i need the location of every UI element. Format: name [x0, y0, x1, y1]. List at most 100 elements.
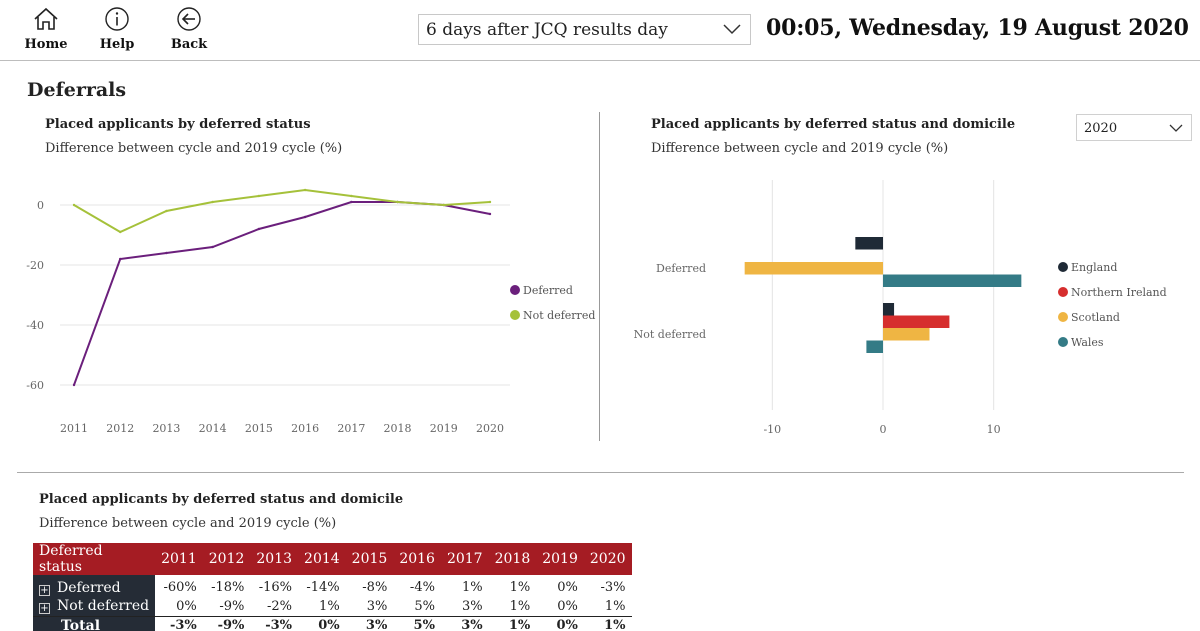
table-cell: 0% [557, 580, 578, 595]
table-cell: -2% [267, 598, 293, 614]
data-point [119, 230, 122, 234]
y-tick-label: 0 [37, 199, 44, 212]
table-cell: -18% [211, 580, 245, 595]
table-row-label: Not deferred [57, 598, 150, 615]
data-point [488, 200, 492, 204]
data-point [442, 203, 445, 207]
table-header-cell[interactable]: Deferred status [33, 543, 156, 575]
back-label: Back [170, 37, 208, 52]
table-cell: 1% [509, 598, 531, 614]
data-point [165, 251, 168, 255]
period-dropdown[interactable]: 6 days after JCQ results day [418, 14, 751, 45]
current-datetime: 00:05, Wednesday, 19 August 2020 [766, 15, 1189, 41]
data-point [350, 200, 353, 204]
table-cell: -3% [250, 615, 299, 631]
table-row-header: + Not deferred [33, 597, 156, 616]
x-tick-label: 2011 [60, 422, 88, 435]
table-cell: -60% [163, 580, 197, 595]
table-cell: 1% [488, 615, 537, 631]
table-cell: 3% [461, 598, 483, 614]
table-header-row: Deferred status 2011 2012 2013 2014 2015… [33, 543, 632, 575]
expand-icon[interactable]: + [39, 584, 50, 596]
year-dropdown[interactable]: 2020 [1076, 114, 1192, 141]
table-header-cell[interactable]: 2014 [298, 543, 346, 575]
bar-scotland [883, 328, 930, 341]
table-header-cell[interactable]: 2013 [250, 543, 299, 575]
bar-england [883, 303, 895, 316]
table-spacer-cell [33, 575, 156, 578]
bar-scotland [744, 262, 883, 275]
table-header-cell[interactable]: 2012 [202, 543, 251, 575]
bar-wales [883, 274, 1022, 287]
line-chart-subtitle: Difference between cycle and 2019 cycle … [45, 141, 343, 156]
table-cell: 1% [509, 580, 531, 595]
table-cell: 3% [440, 615, 489, 631]
legend-marker [1058, 312, 1068, 322]
legend-label: Wales [1071, 336, 1104, 349]
period-dropdown-value: 6 days after JCQ results day [426, 20, 668, 40]
x-tick-label: 2015 [245, 422, 273, 435]
table-row: + Deferred -60% -18% -16% -14% -8% -4% 1%… [33, 578, 632, 597]
table-row-label: Deferred [57, 579, 121, 596]
deferral-table: Deferred status 2011 2012 2013 2014 2015… [33, 543, 632, 631]
data-point [350, 194, 353, 198]
table-cell: 1% [604, 598, 626, 614]
series-line-deferred [73, 201, 491, 386]
table-row-header: Total [33, 615, 156, 631]
table-subtitle: Difference between cycle and 2019 cycle … [39, 516, 337, 531]
year-dropdown-value: 2020 [1084, 121, 1118, 136]
table-header-cell[interactable]: 2018 [488, 543, 537, 575]
data-point [488, 212, 492, 216]
table-row: + Not deferred 0% -9% -2% 1% 3% 5% 3% 1% … [33, 597, 632, 616]
data-point [211, 245, 214, 249]
table-cell: -3% [155, 615, 203, 631]
category-label: Deferred [656, 262, 706, 275]
y-tick-label: -60 [26, 379, 44, 392]
x-tick-label: 2020 [476, 422, 504, 435]
x-tick-label: 2016 [291, 422, 319, 435]
table-header-cell[interactable]: 2017 [440, 543, 489, 575]
x-tick-label: 2019 [430, 422, 458, 435]
table-row-header: + Deferred [33, 578, 156, 597]
table-cell: 3% [366, 598, 388, 614]
data-point [396, 200, 399, 204]
expand-icon[interactable]: + [39, 603, 50, 615]
table-total-label: Total [61, 617, 101, 631]
table-header-cell[interactable]: 2015 [345, 543, 394, 575]
chevron-down-icon [1169, 124, 1183, 132]
back-button[interactable]: Back [159, 6, 219, 52]
data-point [303, 188, 307, 192]
section-title: Deferrals [27, 79, 127, 101]
legend-marker [510, 310, 520, 320]
x-tick-label: 10 [987, 423, 1001, 436]
info-icon [105, 7, 129, 31]
legend-label: Not deferred [523, 309, 595, 322]
table-cell: -9% [202, 615, 251, 631]
category-label: Not deferred [634, 328, 706, 341]
bar-wales [866, 340, 883, 353]
table-header-cell[interactable]: 2011 [155, 543, 203, 575]
table-cell: -4% [409, 580, 435, 595]
x-tick-label: -10 [763, 423, 781, 436]
bar-northern-ireland [883, 315, 950, 328]
help-label: Help [99, 37, 135, 52]
table-header-cell[interactable]: 2019 [536, 543, 584, 575]
bar-chart-title: Placed applicants by deferred status and… [651, 117, 1016, 132]
table-total-row: Total -3% -9% -3% 0% 3% 5% 3% 1% 0% 1% [33, 615, 632, 631]
y-tick-label: -20 [26, 259, 44, 272]
table-spacer [33, 575, 632, 578]
help-button[interactable]: Help [87, 6, 147, 52]
bar-chart-subtitle: Difference between cycle and 2019 cycle … [651, 141, 949, 156]
table-header-cell[interactable]: 2016 [393, 543, 441, 575]
table-cell: -16% [258, 580, 293, 595]
x-tick-label: 2012 [106, 422, 134, 435]
table-header-cell[interactable]: 2020 [583, 543, 632, 575]
legend-marker [510, 285, 520, 295]
x-tick-label: 2013 [152, 422, 180, 435]
home-button[interactable]: Home [16, 6, 76, 52]
data-point [211, 200, 214, 204]
bar-england [855, 237, 883, 250]
table-cell: -9% [219, 598, 245, 614]
table-cell: -3% [600, 580, 626, 595]
data-point [119, 257, 122, 261]
